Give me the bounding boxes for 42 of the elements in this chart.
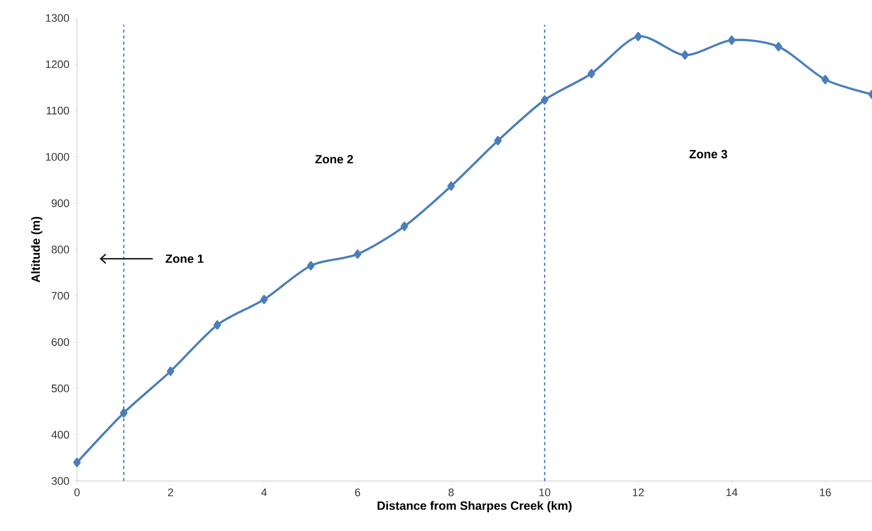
x-tick-label: 10 xyxy=(539,488,550,496)
point xyxy=(681,50,689,60)
y-tick-label: 1200 xyxy=(46,60,70,68)
point xyxy=(260,294,268,304)
point xyxy=(634,32,642,42)
x-tick-label: 16 xyxy=(820,488,831,496)
point xyxy=(822,74,829,84)
y-tick-label: 1100 xyxy=(46,106,70,114)
point xyxy=(120,408,128,418)
point xyxy=(728,36,736,45)
annotation: Zone 3 xyxy=(689,150,728,158)
point xyxy=(447,181,455,191)
point xyxy=(73,458,81,468)
x-tick-label: 12 xyxy=(632,488,644,496)
y-axis-title: Altitude (m) xyxy=(31,216,42,282)
point xyxy=(307,261,315,270)
point xyxy=(774,42,782,52)
x-tick-label: 14 xyxy=(726,488,738,496)
point xyxy=(166,366,174,376)
point xyxy=(354,250,362,259)
x-tick-label: 8 xyxy=(448,488,454,496)
y-tick-label: 1300 xyxy=(46,14,70,22)
y-tick-label: 400 xyxy=(51,430,70,439)
annotation: Zone 2 xyxy=(315,154,353,164)
y-tick-label: 700 xyxy=(52,292,70,300)
y-tick-label: 300 xyxy=(52,477,70,485)
y-tick-label: 500 xyxy=(52,384,70,392)
x-tick-label: 4 xyxy=(261,488,267,496)
x-tick-label: 2 xyxy=(168,488,174,496)
x-axis-title: Distance from Sharpes Creek (km) xyxy=(378,501,572,512)
annotation: Zone 1 xyxy=(166,254,204,263)
point xyxy=(588,68,596,78)
y-tick-label: 900 xyxy=(52,199,70,208)
y-tick-label: 800 xyxy=(52,246,70,254)
y-tick-label: 600 xyxy=(52,338,70,346)
point xyxy=(400,222,408,231)
point xyxy=(540,95,548,105)
x-tick-label: 6 xyxy=(355,488,360,496)
x-tick-label: 0 xyxy=(74,488,80,496)
y-tick-label: 1000 xyxy=(46,153,70,161)
point xyxy=(494,136,502,146)
point xyxy=(214,320,222,330)
